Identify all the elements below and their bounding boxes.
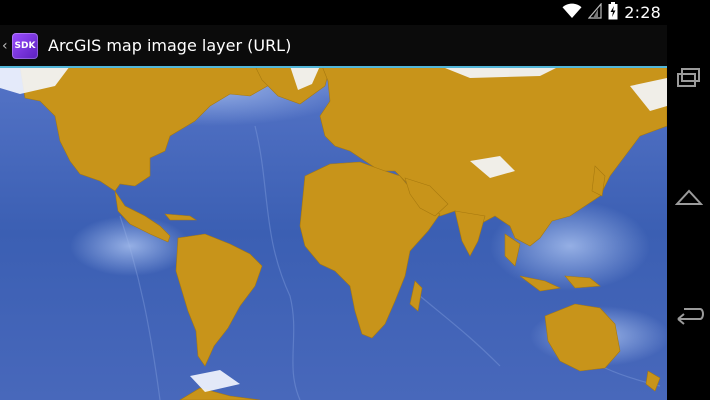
app-icon[interactable]: SDK: [12, 32, 38, 59]
map-view[interactable]: [0, 66, 667, 400]
recent-apps-button[interactable]: [667, 60, 710, 100]
wifi-icon: [562, 3, 582, 23]
navigation-bar: [667, 0, 710, 400]
land-masses: [19, 66, 667, 400]
status-bar: 2:28: [0, 0, 667, 25]
battery-charging-icon: [608, 1, 618, 24]
action-bar: ‹ SDK ArcGIS map image layer (URL): [0, 25, 667, 66]
status-time: 2:28: [624, 3, 661, 22]
chevron-left-icon[interactable]: ‹: [2, 37, 8, 54]
app-title: ArcGIS map image layer (URL): [48, 36, 292, 55]
back-button[interactable]: [667, 298, 710, 338]
status-icons: 2:28: [562, 0, 661, 25]
ice-areas: [0, 66, 667, 392]
recent-apps-icon: [676, 67, 702, 93]
app-icon-text: SDK: [14, 40, 36, 51]
back-icon: [674, 305, 704, 331]
home-button[interactable]: [667, 180, 710, 220]
world-map: [0, 66, 667, 400]
signal-icon: [587, 1, 602, 23]
map-top-border: [0, 66, 667, 68]
home-icon: [674, 188, 703, 212]
